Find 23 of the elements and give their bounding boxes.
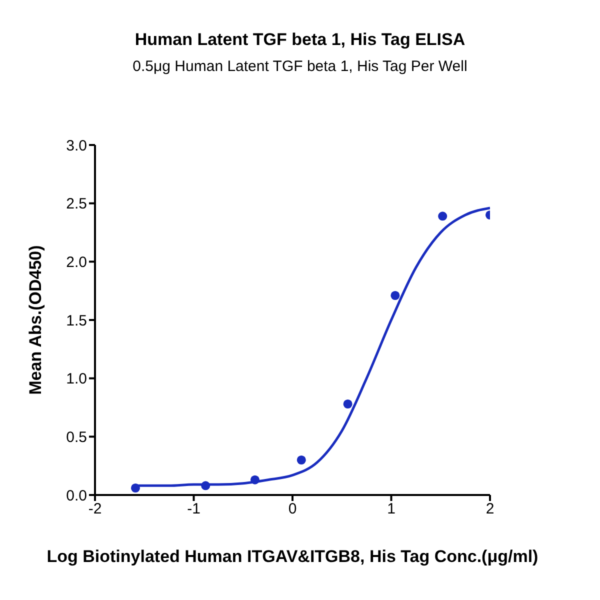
x-tick-label: 2 — [486, 500, 494, 518]
y-tick-label: 0.0 — [66, 487, 87, 504]
y-tick-label: 2.5 — [66, 196, 87, 213]
point — [390, 290, 400, 300]
point — [201, 481, 210, 490]
point — [296, 455, 306, 465]
chart-subtitle: 0.5μg Human Latent TGF beta 1, His Tag Per Well — [132, 58, 468, 75]
point — [343, 399, 352, 409]
x-tick-label: -1 — [187, 500, 200, 518]
point — [130, 483, 140, 493]
y-tick-label: 0.5 — [66, 428, 87, 446]
x-tick-label: 1 — [387, 500, 396, 518]
y-tick-label: 2.0 — [66, 254, 87, 271]
x-tick-label: -2 — [88, 500, 102, 518]
point — [250, 475, 260, 484]
x-tick-label: 0 — [288, 500, 297, 518]
y-axis-title: Mean Abs.(OD450) — [26, 245, 46, 395]
x-axis-title: Log Biotinylated Human ITGAV&ITGB8, His Tag Conc.(μg/ml) — [46, 547, 538, 566]
point — [438, 212, 448, 221]
chart-title: Human Latent TGF beta 1, His Tag ELISA — [134, 30, 466, 50]
y-tick-label: 3.0 — [66, 137, 87, 154]
y-tick-label: 1.5 — [66, 312, 87, 330]
y-tick-label: 1.0 — [66, 370, 87, 388]
